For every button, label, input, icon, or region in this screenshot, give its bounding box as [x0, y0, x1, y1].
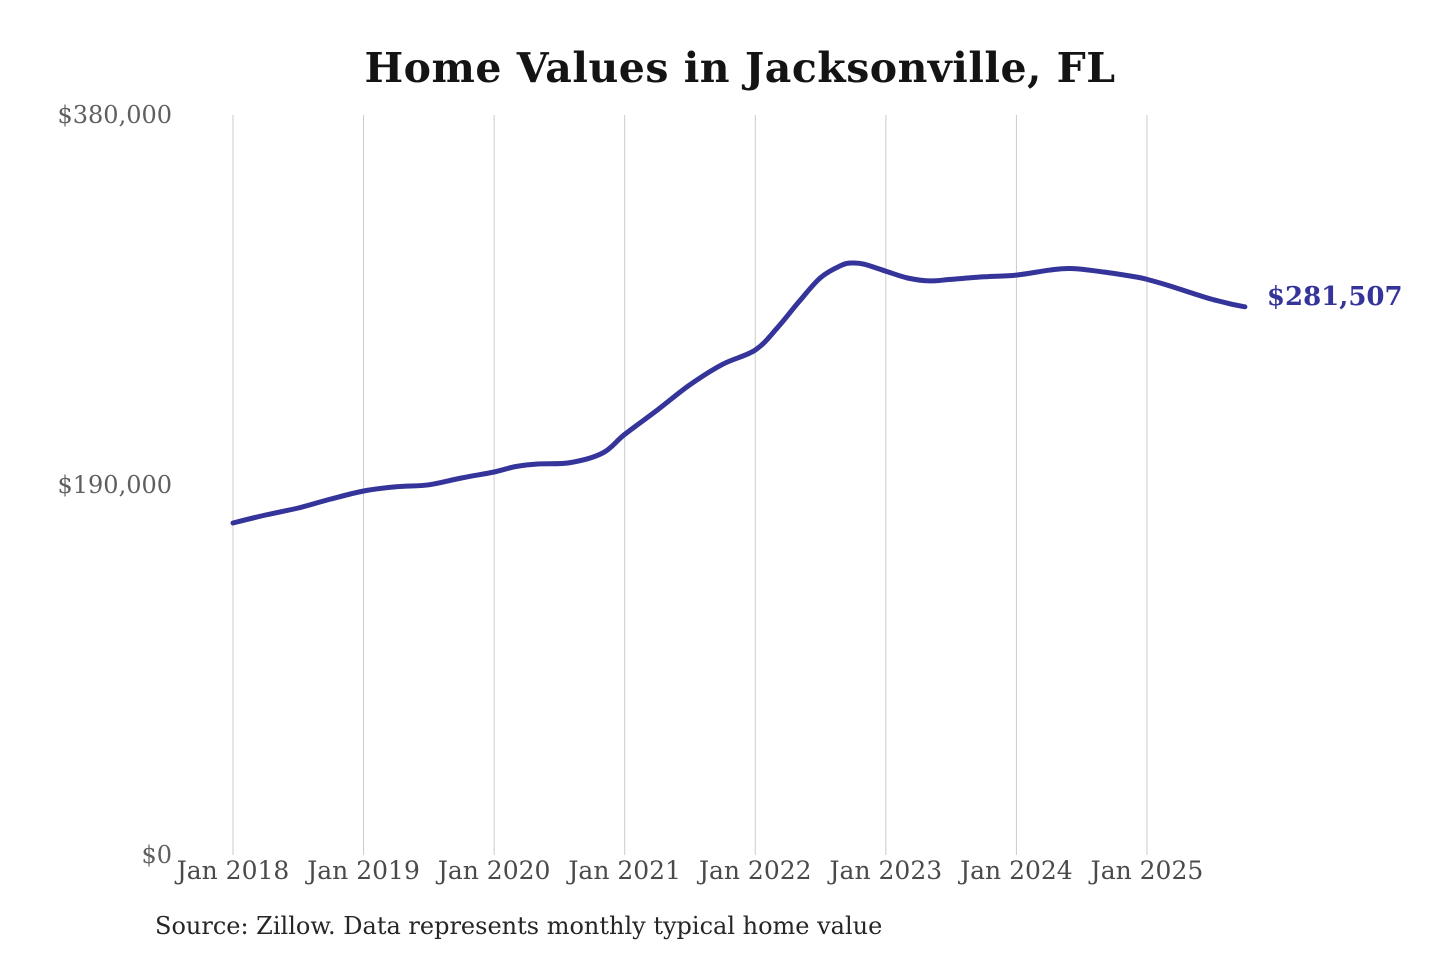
x-tick-label: Jan 2021 [568, 856, 681, 885]
y-tick-label: $190,000 [57, 471, 172, 499]
source-note: Source: Zillow. Data represents monthly … [155, 912, 883, 940]
latest-value-label: $281,507 [1266, 281, 1403, 312]
x-tick-label: Jan 2022 [698, 856, 812, 885]
gridlines [232, 115, 1148, 855]
x-tick-label: Jan 2024 [960, 856, 1073, 885]
chart-title: Home Values in Jacksonville, FL [364, 44, 1116, 92]
x-tick-label: Jan 2020 [437, 856, 551, 885]
x-tick-label: Jan 2018 [176, 856, 290, 885]
x-tick-label: Jan 2025 [1090, 856, 1204, 885]
y-tick-label: $380,000 [57, 101, 172, 129]
y-tick-label: $0 [141, 841, 172, 869]
x-tick-label: Jan 2019 [307, 856, 420, 885]
home-value-line [230, 260, 1248, 526]
x-tick-label: Jan 2023 [829, 856, 943, 885]
